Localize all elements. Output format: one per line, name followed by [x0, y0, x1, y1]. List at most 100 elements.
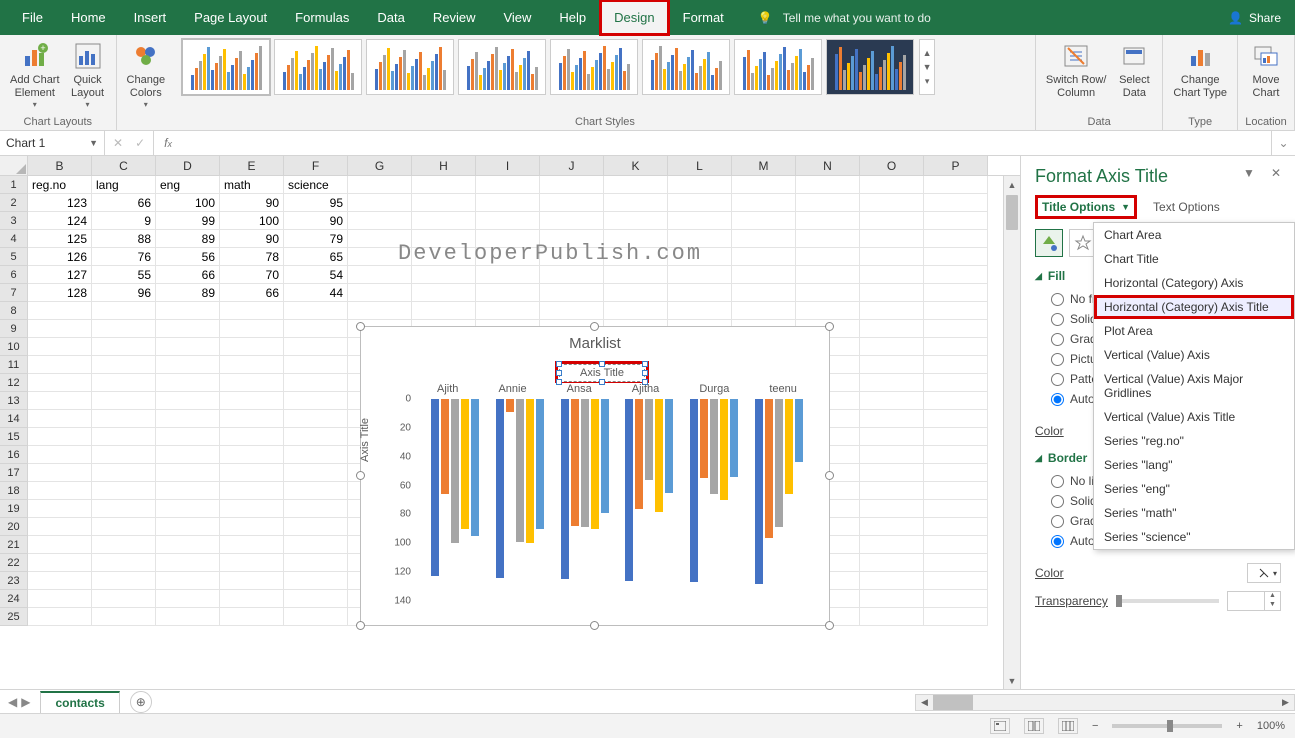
vertical-axis-title[interactable]: Axis Title — [359, 418, 371, 462]
cell[interactable] — [412, 266, 476, 284]
bar[interactable] — [451, 399, 459, 543]
column-header[interactable]: D — [156, 156, 220, 175]
row-header[interactable]: 11 — [0, 356, 28, 374]
cell[interactable] — [924, 176, 988, 194]
cell[interactable] — [412, 176, 476, 194]
change-chart-type-button[interactable]: Change Chart Type — [1169, 38, 1231, 102]
cell[interactable] — [348, 284, 412, 302]
bar[interactable] — [571, 399, 579, 526]
cell[interactable] — [732, 266, 796, 284]
cell[interactable] — [220, 392, 284, 410]
cell[interactable] — [540, 248, 604, 266]
cell[interactable] — [860, 554, 924, 572]
cell[interactable] — [860, 338, 924, 356]
cell[interactable]: 89 — [156, 284, 220, 302]
chart-style-thumb[interactable] — [826, 39, 914, 95]
cell[interactable] — [860, 500, 924, 518]
bar[interactable] — [700, 399, 708, 478]
row-header[interactable]: 7 — [0, 284, 28, 302]
dropdown-item[interactable]: Chart Area — [1094, 223, 1294, 247]
cell[interactable] — [924, 464, 988, 482]
cell[interactable] — [924, 284, 988, 302]
horizontal-scrollbar[interactable]: ◀▶ — [915, 694, 1295, 711]
column-header[interactable]: E — [220, 156, 284, 175]
cell[interactable] — [924, 230, 988, 248]
cell[interactable] — [796, 302, 860, 320]
row-header[interactable]: 1 — [0, 176, 28, 194]
bar[interactable] — [665, 399, 673, 493]
cell[interactable] — [476, 266, 540, 284]
cell[interactable] — [924, 194, 988, 212]
cell[interactable] — [220, 338, 284, 356]
cell[interactable] — [92, 356, 156, 374]
bar[interactable] — [755, 399, 763, 584]
cell[interactable] — [92, 464, 156, 482]
cell[interactable] — [348, 230, 412, 248]
column-header[interactable]: J — [540, 156, 604, 175]
cell[interactable]: 66 — [156, 266, 220, 284]
dropdown-item[interactable]: Series "reg.no" — [1094, 429, 1294, 453]
column-header[interactable]: K — [604, 156, 668, 175]
cell[interactable] — [924, 608, 988, 626]
cell[interactable] — [860, 230, 924, 248]
cell[interactable] — [860, 518, 924, 536]
cell[interactable] — [28, 518, 92, 536]
embedded-chart[interactable]: Marklist Axis Title Axis Title AjithAnni… — [360, 326, 830, 626]
cell[interactable] — [924, 374, 988, 392]
column-header[interactable]: G — [348, 156, 412, 175]
cell[interactable] — [28, 482, 92, 500]
cell[interactable] — [668, 248, 732, 266]
row-header[interactable]: 16 — [0, 446, 28, 464]
worksheet-grid[interactable]: BCDEFGHIJKLMNOP 1reg.nolangengmathscienc… — [0, 156, 1020, 689]
resize-handle[interactable] — [356, 322, 365, 331]
cell[interactable] — [156, 374, 220, 392]
row-header[interactable]: 9 — [0, 320, 28, 338]
cell[interactable] — [284, 482, 348, 500]
cell[interactable] — [28, 428, 92, 446]
page-layout-view-icon[interactable] — [1024, 718, 1044, 734]
new-sheet-button[interactable]: ⊕ — [130, 691, 152, 713]
dropdown-item[interactable]: Series "lang" — [1094, 453, 1294, 477]
cell[interactable] — [284, 518, 348, 536]
row-header[interactable]: 17 — [0, 464, 28, 482]
cell[interactable] — [860, 410, 924, 428]
chart-style-thumb[interactable] — [642, 39, 730, 95]
cell[interactable] — [156, 464, 220, 482]
cell[interactable]: 79 — [284, 230, 348, 248]
cell[interactable] — [284, 410, 348, 428]
bar[interactable] — [536, 399, 544, 529]
cell[interactable] — [540, 176, 604, 194]
cell[interactable] — [92, 320, 156, 338]
cell[interactable] — [28, 374, 92, 392]
row-header[interactable]: 21 — [0, 536, 28, 554]
cell[interactable] — [220, 536, 284, 554]
bar[interactable] — [765, 399, 773, 538]
cell[interactable]: 124 — [28, 212, 92, 230]
cell[interactable]: 55 — [92, 266, 156, 284]
move-chart-button[interactable]: Move Chart — [1244, 38, 1288, 102]
cell[interactable] — [92, 392, 156, 410]
cell[interactable]: 66 — [92, 194, 156, 212]
bar[interactable] — [690, 399, 698, 582]
cell[interactable] — [924, 266, 988, 284]
dropdown-item[interactable]: Vertical (Value) Axis — [1094, 343, 1294, 367]
select-data-button[interactable]: Select Data — [1112, 38, 1156, 102]
cell[interactable] — [92, 500, 156, 518]
cell[interactable] — [732, 176, 796, 194]
cell[interactable] — [860, 536, 924, 554]
ribbon-tab-help[interactable]: Help — [545, 0, 600, 35]
cell[interactable] — [348, 302, 412, 320]
row-header[interactable]: 23 — [0, 572, 28, 590]
cell[interactable] — [28, 338, 92, 356]
ribbon-tab-file[interactable]: File — [8, 0, 57, 35]
cell[interactable] — [220, 590, 284, 608]
cell[interactable]: 123 — [28, 194, 92, 212]
cell[interactable]: 89 — [156, 230, 220, 248]
bar[interactable] — [655, 399, 663, 512]
column-header[interactable]: H — [412, 156, 476, 175]
cell[interactable] — [860, 464, 924, 482]
add-chart-element-button[interactable]: + Add Chart Element ▾ — [6, 38, 64, 112]
cell[interactable]: 44 — [284, 284, 348, 302]
bar[interactable] — [461, 399, 469, 529]
cell[interactable] — [220, 500, 284, 518]
